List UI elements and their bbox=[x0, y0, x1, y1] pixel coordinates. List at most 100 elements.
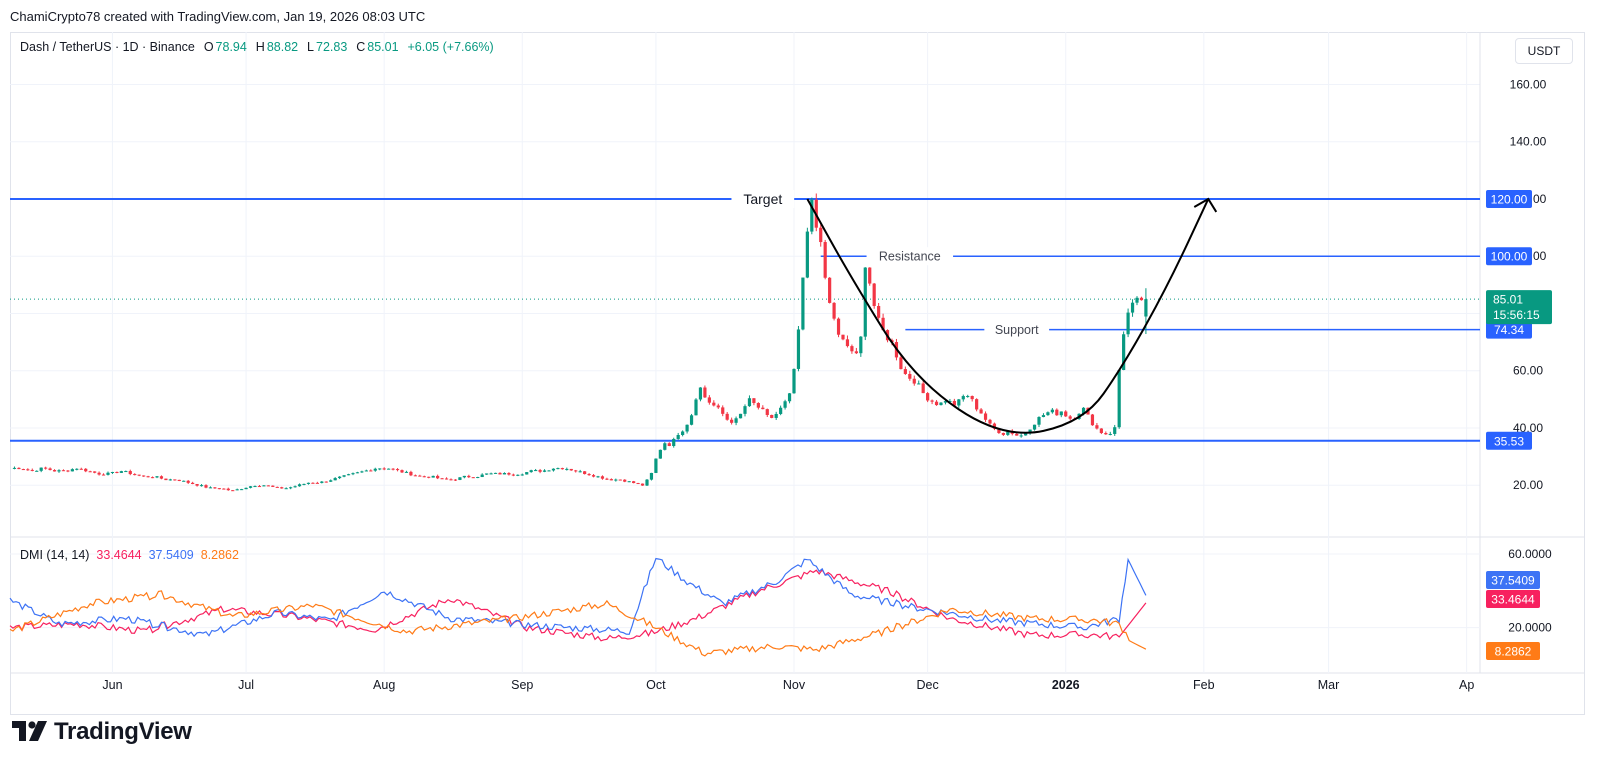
level-price-tag bbox=[1486, 247, 1532, 266]
dmi-label: DMI (14, 14) bbox=[20, 548, 90, 562]
close-value: 85.01 bbox=[367, 40, 399, 54]
candle-body bbox=[1019, 435, 1023, 437]
dmi-legend: DMI (14, 14) 33.4644 37.5409 8.2862 bbox=[20, 548, 239, 562]
level-price-tag bbox=[1486, 431, 1532, 450]
candle-body bbox=[400, 470, 404, 473]
candle-body bbox=[587, 474, 591, 476]
candle-body bbox=[489, 473, 493, 475]
price-tick-label: 140.00 bbox=[1510, 135, 1547, 149]
level-label-bg bbox=[866, 247, 954, 266]
low-value: 72.83 bbox=[316, 40, 348, 54]
candle-body bbox=[845, 339, 850, 347]
candle-body bbox=[351, 473, 355, 475]
level-price-tag-text: 100.00 bbox=[1491, 250, 1528, 264]
candle-body bbox=[324, 481, 328, 483]
candle-body bbox=[632, 481, 636, 484]
candle-body bbox=[801, 277, 805, 330]
time-tick-label: Ap bbox=[1459, 678, 1474, 692]
candle-body bbox=[222, 488, 226, 490]
candle-body bbox=[917, 383, 921, 385]
candle-body bbox=[173, 479, 177, 481]
time-tick-label: Jul bbox=[238, 678, 254, 692]
candle-body bbox=[1015, 433, 1019, 436]
candle-body bbox=[382, 468, 386, 470]
candle-body bbox=[248, 486, 253, 488]
level-label-support: Support bbox=[995, 323, 1039, 337]
level-price-tag-text: 35.53 bbox=[1494, 434, 1524, 448]
candle-body bbox=[672, 438, 676, 447]
candle-body bbox=[823, 242, 827, 278]
tradingview-logo[interactable]: TradingView bbox=[12, 718, 192, 746]
candle-body bbox=[1144, 299, 1148, 317]
candle-body bbox=[694, 399, 698, 416]
candle-body bbox=[1126, 312, 1130, 335]
candle-body bbox=[373, 468, 377, 471]
open-value: 78.94 bbox=[215, 40, 247, 54]
candle-body bbox=[66, 470, 70, 472]
candle-body bbox=[302, 483, 306, 485]
candle-body bbox=[1117, 369, 1121, 428]
candle-body bbox=[338, 476, 342, 479]
candle-body bbox=[667, 443, 671, 447]
candle-body bbox=[444, 478, 449, 480]
candle-body bbox=[903, 369, 907, 374]
candle-body bbox=[507, 472, 511, 475]
candle-body bbox=[422, 476, 426, 478]
candle-body bbox=[725, 413, 729, 420]
candle-body bbox=[213, 487, 217, 489]
candle-body bbox=[413, 475, 417, 477]
candle-body bbox=[164, 478, 168, 481]
candle-body bbox=[395, 469, 400, 471]
candle-body bbox=[12, 467, 17, 469]
candle-body bbox=[182, 480, 186, 482]
candle-body bbox=[70, 469, 74, 472]
dmi-value-tag-text: 8.2862 bbox=[1495, 645, 1532, 659]
candle-body bbox=[150, 477, 155, 479]
candle-body bbox=[952, 400, 956, 406]
candle-body bbox=[1041, 415, 1046, 418]
candle-body bbox=[280, 487, 284, 489]
candle-body bbox=[1095, 425, 1099, 429]
candle-body bbox=[841, 334, 845, 340]
candle-body bbox=[471, 477, 475, 479]
candle-body bbox=[1099, 428, 1103, 434]
candle-body bbox=[204, 485, 208, 488]
candle-body bbox=[1081, 407, 1086, 414]
candle-body bbox=[88, 471, 92, 473]
candle-body bbox=[948, 400, 952, 402]
candle-body bbox=[1046, 412, 1050, 416]
candle-body bbox=[436, 475, 440, 479]
candle-body bbox=[39, 467, 43, 471]
candle-body bbox=[534, 470, 538, 472]
candle-body bbox=[391, 468, 395, 470]
candle-body bbox=[284, 488, 288, 490]
candle-body bbox=[569, 468, 573, 471]
candle-body bbox=[560, 468, 564, 470]
candle-body bbox=[689, 415, 694, 425]
dmi-value-tag-text: 37.5409 bbox=[1491, 574, 1535, 588]
candle-body bbox=[636, 483, 640, 485]
candle-body bbox=[342, 475, 346, 477]
candle-body bbox=[765, 409, 769, 415]
candle-body bbox=[480, 474, 484, 478]
candle-body bbox=[752, 398, 756, 404]
change-value: +6.05 (+7.66%) bbox=[407, 40, 494, 54]
candle-body bbox=[819, 227, 823, 243]
candle-body bbox=[498, 472, 502, 475]
candle-body bbox=[783, 401, 787, 408]
candle-body bbox=[868, 267, 872, 284]
candle-body bbox=[854, 351, 858, 354]
candle-body bbox=[369, 470, 373, 472]
candle-body bbox=[529, 470, 533, 473]
close-label: C bbox=[356, 40, 366, 54]
currency-button[interactable]: USDT bbox=[1515, 38, 1573, 64]
candle-body bbox=[645, 479, 649, 486]
candle-body bbox=[663, 443, 667, 450]
candle-body bbox=[738, 413, 743, 419]
candle-body bbox=[1113, 427, 1117, 434]
last-price-countdown: 15:56:15 bbox=[1493, 308, 1540, 322]
low-label: L bbox=[307, 40, 314, 54]
candle-body bbox=[698, 387, 703, 400]
last-price-tag bbox=[1486, 290, 1552, 325]
